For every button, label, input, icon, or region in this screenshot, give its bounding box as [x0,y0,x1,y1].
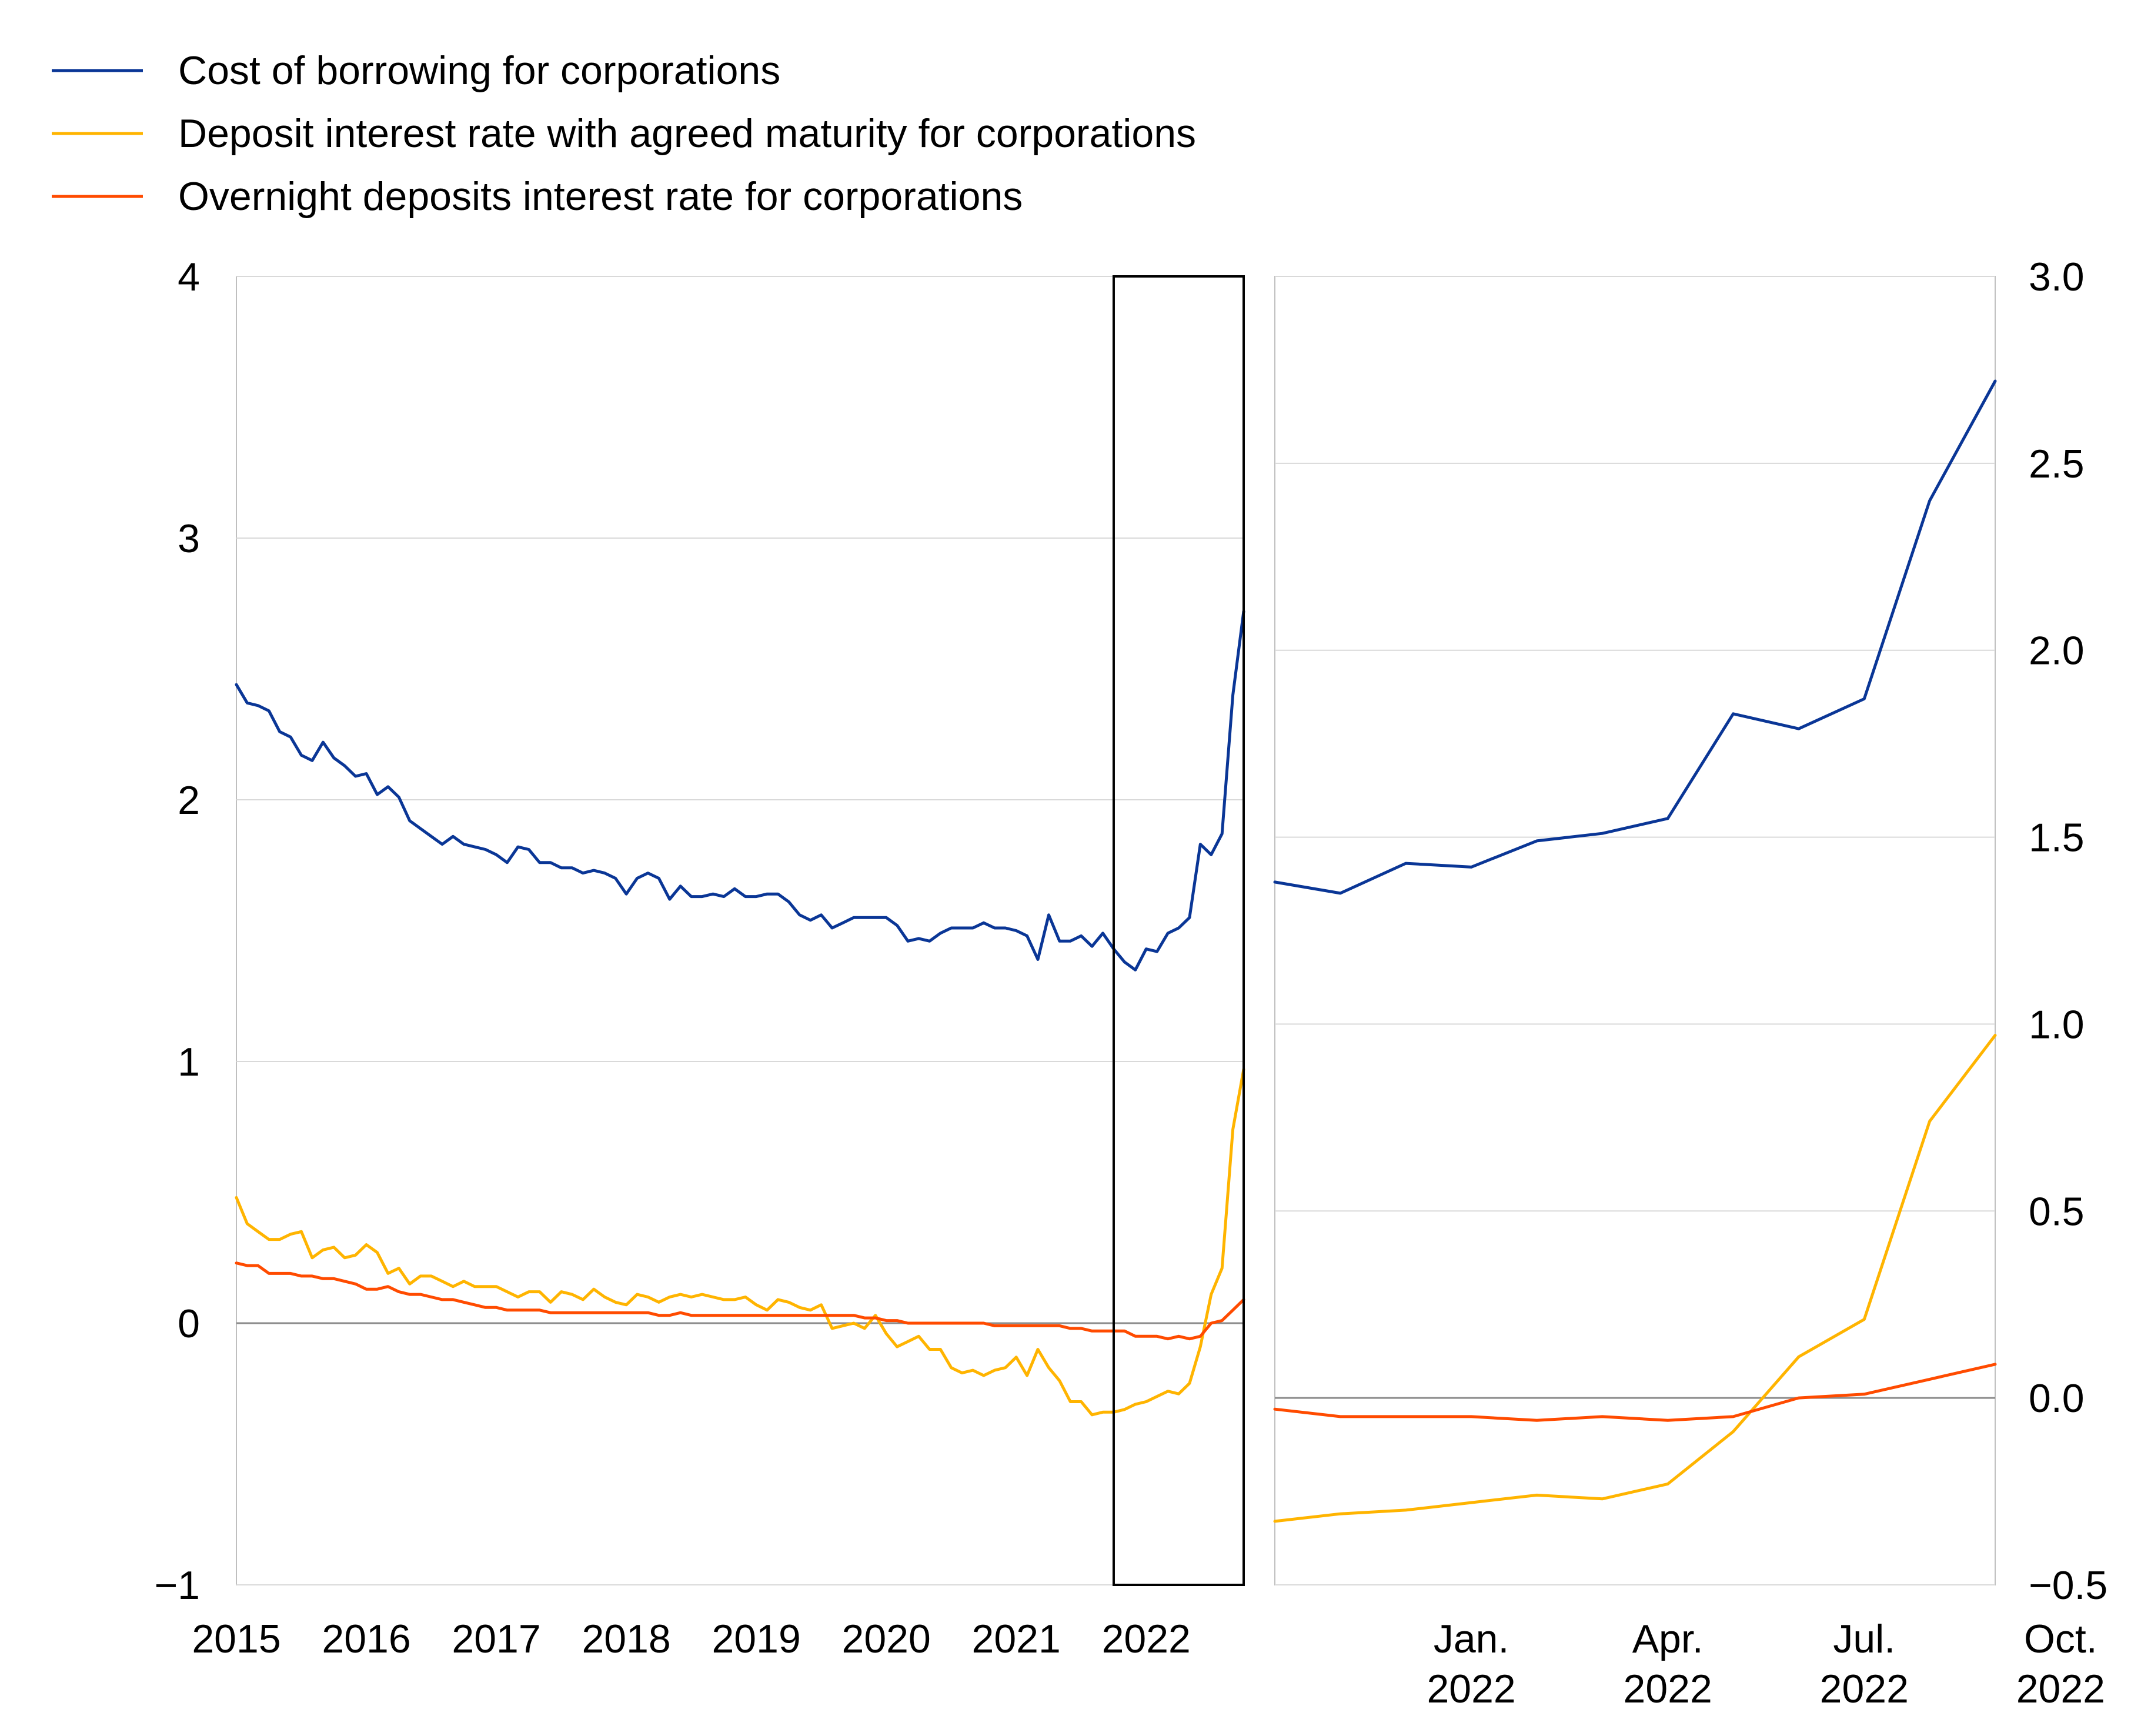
right-y-tick-label: 1.5 [2029,816,2085,860]
right-x-tick-year: 2022 [1820,1667,1909,1711]
left-x-tick-label: 2022 [1102,1617,1191,1661]
right-series-line-3 [1273,1363,1997,1422]
left-y-tick-label: 4 [178,255,200,299]
left-x-tick-label: 2020 [842,1617,931,1661]
right-x-tick-month: Jan. [1434,1617,1509,1661]
right-y-tick-label: 1.0 [2029,1002,2085,1047]
zoom-highlight-box [1112,275,1245,1586]
left-y-tick-label: 1 [178,1040,200,1084]
legend-label-3: Overnight deposits interest rate for cor… [178,174,1023,219]
right-x-tick-month: Apr. [1632,1617,1704,1661]
left-x-tick-label: 2016 [322,1617,410,1661]
left-x-tick-label: 2018 [582,1617,670,1661]
left-x-tick-label: 2015 [192,1617,280,1661]
left-series-line-1 [235,610,1245,972]
legend-label-2: Deposit interest rate with agreed maturi… [178,111,1196,156]
right-y-tick-label: −0.5 [2029,1563,2107,1608]
legend-label-1: Cost of borrowing for corporations [178,48,780,93]
left-x-tick-label: 2017 [452,1617,540,1661]
left-x-tick-label: 2021 [972,1617,1061,1661]
right-series-line-1 [1273,379,1997,895]
right-x-tick-month: Jul. [1833,1617,1895,1661]
left-x-tick-label: 2019 [712,1617,800,1661]
right-y-tick-label: 0.0 [2029,1376,2085,1421]
right-y-tick-label: 2.0 [2029,629,2085,673]
left-panel: −1 0 1 2 3 4 2015 2016 2017 2018 2019 2020 2021 2022 [154,255,1245,1661]
right-y-tick-label: 3.0 [2029,255,2085,299]
left-y-tick-label: 2 [178,778,200,823]
left-y-tick-label: −1 [154,1563,200,1608]
right-x-tick-year: 2022 [1427,1667,1515,1711]
right-x-tick-year: 2022 [1624,1667,1712,1711]
left-y-tick-label: 0 [178,1301,200,1346]
left-series-line-2 [235,1067,1245,1417]
legend: Cost of borrowing for corporations Deposi… [52,48,1196,219]
left-y-tick-label: 3 [178,516,200,561]
right-series-line-2 [1273,1034,1997,1523]
right-x-tick-year: 2022 [2016,1667,2105,1711]
right-y-tick-label: 2.5 [2029,442,2085,486]
left-plot-frame [236,276,1244,1585]
right-x-tick-month: Oct. [2024,1617,2097,1661]
right-panel: −0.5 0.0 0.5 1.0 1.5 2.0 2.5 3.0 Jan. 2022 Apr. 202… [1273,255,2107,1711]
right-y-tick-label: 0.5 [2029,1189,2085,1234]
left-series-line-3 [235,1261,1245,1341]
